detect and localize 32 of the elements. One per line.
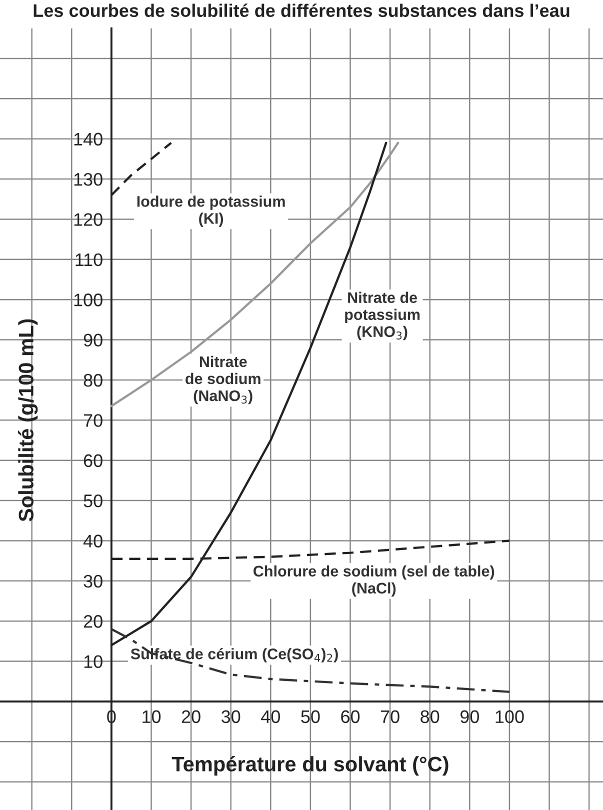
- y-tick-label: 40: [83, 534, 102, 548]
- x-tick-label: 50: [301, 710, 320, 724]
- series-label: Nitrate de sodium (NaNO$_{3}$): [186, 356, 260, 404]
- x-tick-label: 30: [222, 710, 240, 724]
- x-tick-label: 70: [380, 710, 400, 724]
- y-tick-label: 120: [74, 213, 102, 226]
- x-tick-label: 40: [261, 710, 280, 724]
- y-tick-label: 50: [84, 494, 102, 508]
- y-tick-label: 140: [74, 132, 102, 146]
- chart-title: Les courbes de solubilité de différentes substances dans l’eau: [34, 4, 570, 17]
- y-tick-label: 10: [84, 655, 102, 668]
- y-tick-label: 130: [74, 172, 102, 186]
- y-tick-label: 70: [84, 414, 102, 427]
- series-label: Iodure de potassium (KI): [137, 196, 285, 227]
- x-axis-title: Température du solvant (°C): [172, 756, 448, 776]
- x-tick-label: 90: [460, 710, 479, 724]
- y-tick-label: 60: [84, 454, 102, 468]
- y-tick-label: 80: [84, 374, 102, 387]
- y-tick-label: 20: [84, 615, 102, 628]
- y-tick-label: 110: [76, 253, 102, 266]
- y-axis-title: Solubilité (g/100 mL): [18, 319, 38, 522]
- x-tick-label: 10: [142, 710, 161, 724]
- x-tick-label: 20: [182, 710, 200, 724]
- line-series: [110, 628, 511, 693]
- y-tick-label: 100: [74, 294, 102, 306]
- x-tick-label: 100: [496, 710, 524, 724]
- y-tick-label: 90: [84, 334, 102, 347]
- x-tick-label: 80: [420, 710, 440, 724]
- y-tick-label: 30: [84, 574, 102, 588]
- series-label: Chlorure de sodium (sel de table) (NaCl): [254, 565, 494, 597]
- series-label: Nitrate de potassium (KNO$_{3}$): [345, 292, 420, 340]
- x-tick-label: 60: [341, 710, 360, 724]
